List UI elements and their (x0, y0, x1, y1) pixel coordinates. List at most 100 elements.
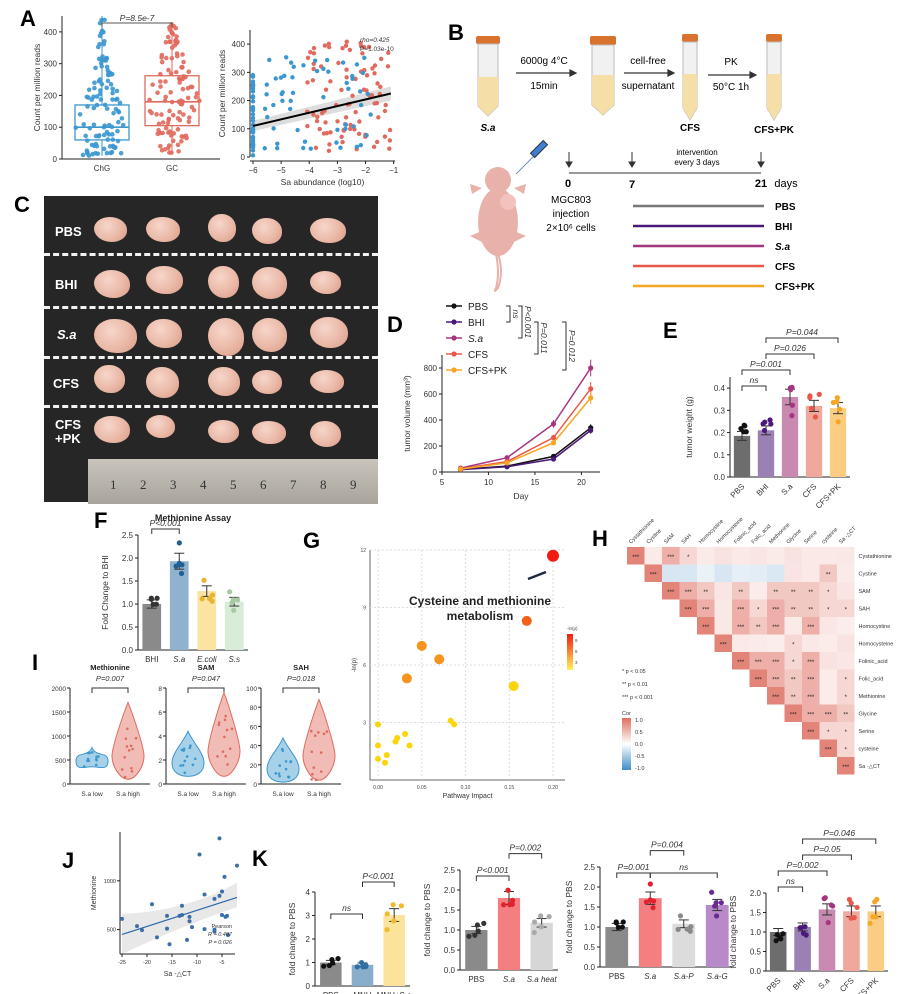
data-point (322, 732, 326, 736)
step2-label: cell-free (630, 56, 666, 67)
data-point (104, 129, 110, 135)
data-point (134, 736, 138, 740)
data-point (808, 405, 815, 412)
data-point (97, 91, 103, 97)
data-point (278, 764, 282, 767)
ruler-mark: 6 (260, 477, 267, 492)
data-point (183, 74, 188, 80)
significance-mark: *** (737, 660, 745, 666)
colorbar-title: Cor (622, 711, 631, 717)
tumor-sample (310, 218, 346, 244)
y-tick-label: 0.0 (714, 473, 726, 482)
row-label: SAM (859, 589, 871, 595)
data-point (324, 57, 330, 63)
data-point (197, 98, 202, 104)
y-tick-label: 2.5 (444, 866, 456, 875)
data-point (250, 153, 256, 158)
tube-cfs-pk-label: CFS+PK (754, 125, 795, 136)
pathway-annotation-2: metabolism (447, 609, 514, 623)
process-arrows (516, 69, 758, 79)
significance-mark: * (845, 730, 848, 736)
bar (757, 430, 775, 477)
data-point (372, 63, 378, 68)
p-value-label: P=0.026 (774, 343, 806, 353)
data-point (504, 455, 510, 461)
y-tick-label: 2 (306, 935, 311, 944)
data-point (287, 775, 291, 779)
data-point (193, 94, 199, 100)
x-tick-label: PBS (765, 976, 783, 994)
data-point (322, 43, 328, 48)
significance-legend: * p < 0.05 (622, 669, 646, 675)
data-point (177, 117, 183, 123)
y-tick-label: 0.5 (444, 946, 456, 955)
data-point (104, 106, 110, 111)
significance-bracket (330, 913, 363, 919)
significance-mark: *** (807, 625, 815, 631)
data-point (250, 104, 256, 110)
row-label: Sa -△CT (859, 764, 881, 770)
data-point (221, 750, 225, 753)
heatmap-cell (714, 564, 732, 582)
x-tick-label: 0.10 (461, 785, 471, 791)
data-point (677, 913, 684, 919)
data-point (96, 78, 102, 84)
tumor-sample (146, 265, 183, 295)
data-point (115, 128, 120, 134)
data-point (179, 764, 182, 767)
data-point (742, 423, 748, 429)
significance-mark: *** (702, 607, 710, 613)
p-label: P=1.03e-10 (360, 46, 394, 53)
bar (351, 964, 374, 986)
data-point (225, 728, 229, 732)
significance-mark: *** (755, 677, 763, 683)
data-point (113, 97, 119, 102)
colorbar-tick: 1.0 (635, 718, 643, 724)
data-point (615, 924, 622, 930)
data-point (98, 88, 103, 93)
data-point (167, 27, 173, 32)
data-point (150, 82, 155, 87)
day-21: 21 (755, 178, 767, 190)
tube-sa (476, 36, 500, 117)
data-point (158, 143, 163, 149)
bar (605, 927, 629, 967)
data-point (110, 86, 115, 92)
p-value-label: P=0.002 (787, 860, 819, 870)
y-tick-label: 200 (424, 442, 438, 451)
heatmap-cell (644, 564, 662, 582)
significance-mark: ** (791, 677, 796, 683)
data-point (282, 73, 287, 79)
data-point (338, 145, 343, 150)
heatmap-cell (784, 634, 802, 652)
data-point (336, 60, 341, 66)
data-point (81, 122, 87, 127)
data-point (117, 100, 123, 106)
x-tick-label: -10 (193, 960, 201, 966)
panel-label-d: D (387, 312, 403, 337)
data-point (250, 118, 256, 123)
data-point (350, 93, 355, 99)
heatmap-cell (784, 669, 802, 687)
data-point (321, 963, 327, 969)
data-point (165, 926, 169, 931)
x-tick-label: 0.05 (417, 785, 427, 791)
data-point (370, 66, 375, 71)
tumor-sample (94, 217, 127, 242)
data-point (713, 900, 719, 906)
significance-mark: *** (807, 712, 815, 718)
data-point (588, 427, 594, 433)
data-point (105, 137, 111, 142)
data-point (789, 413, 795, 419)
data-point (109, 124, 115, 130)
data-point (588, 395, 594, 401)
data-point (675, 926, 681, 932)
data-point (123, 755, 126, 759)
data-point (99, 28, 105, 34)
data-point (130, 770, 134, 773)
data-point (250, 99, 256, 104)
pathway-point (451, 721, 458, 728)
significance-mark: * (687, 555, 690, 561)
data-point (287, 106, 293, 112)
significance-mark: ** (791, 590, 796, 596)
